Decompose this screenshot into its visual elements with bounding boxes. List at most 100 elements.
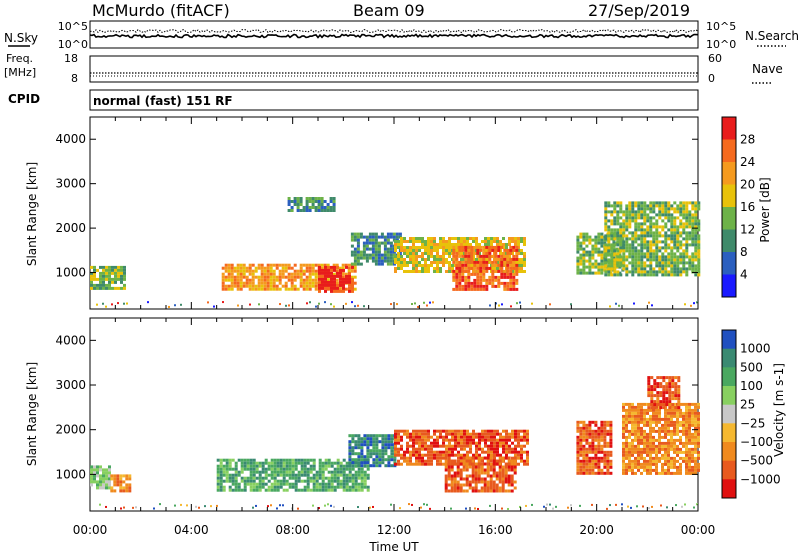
echo-cell [499,441,502,445]
echo-cell [249,488,253,492]
echo-cell [306,473,310,477]
echo-cell [594,456,598,460]
echo-cell [456,462,460,466]
echo-cell [661,417,664,421]
echo-cell [658,249,662,253]
echo-cell [665,376,669,380]
echo-cell [479,266,483,270]
echo-cell [363,479,367,483]
echo-cell [463,240,466,243]
echo-cell [467,260,471,264]
echo-cell [359,250,363,254]
echo-cell [691,201,695,205]
echo-cell [463,441,466,445]
echo-cell [261,479,265,483]
echo-cell [257,281,261,285]
echo-cell [597,238,601,242]
echo-cell [622,417,625,421]
echo-cell [248,266,252,270]
echo-cell [314,209,318,212]
freq-tick-high: 18 [64,52,78,65]
echo-cell [658,210,662,214]
echo-cell [594,438,598,442]
echo-cell [515,248,519,252]
echo-cell [616,243,620,247]
echo-cell [357,452,361,456]
echo-cell [649,204,653,208]
echo-cell [503,263,507,267]
echo-cell [348,440,352,444]
echo-cell [421,255,424,258]
echo-cell [619,234,623,238]
echo-cell [418,246,421,249]
echo-cell [464,248,468,252]
echo-cell [688,216,692,220]
echo-cell [320,266,324,270]
echo-cell [643,432,646,436]
echo-cell [585,465,589,469]
echo-cell [462,465,466,469]
echo-cell [628,432,631,436]
echo-cell [303,458,307,462]
echo-cell [460,252,463,255]
echo-cell [254,266,258,270]
echo-cell [509,251,513,255]
echo-cell [634,258,638,262]
echo-cell [448,252,451,255]
echo-cell [387,455,391,459]
echo-cell [625,213,629,217]
echo-cell [309,476,313,480]
echo-cell [613,237,617,241]
echo-cell [697,228,701,232]
echo-cell [245,275,249,279]
echo-cell [464,263,468,267]
echo-cell [628,450,631,454]
echo-cell [261,470,265,474]
echo-cell [336,464,340,468]
echo-cell [600,262,604,266]
echo-cell [366,446,370,450]
echo-cell [296,200,300,203]
echo-cell [585,235,589,239]
echo-cell [649,201,653,205]
echo-cell [339,277,342,281]
echo-cell [406,450,409,454]
echo-cell [640,264,644,268]
echo-cell [499,438,502,442]
echo-cell [658,450,661,454]
echo-cell [610,267,614,271]
echo-cell [461,245,465,249]
echo-cell [628,222,632,226]
echo-cell [646,204,650,208]
echo-cell [685,204,689,208]
echo-cell [500,275,504,279]
echo-cell [257,278,261,282]
echo-cell [457,435,460,439]
echo-cell [622,420,625,424]
echo-cell [513,480,517,484]
echo-cell [221,278,225,282]
echo-cell [456,465,460,469]
echo-cell [609,444,613,448]
echo-cell [99,283,102,287]
echo-cell [448,429,451,433]
echo-cell [348,271,351,275]
echo-cell [520,240,523,243]
echo-cell [412,240,415,243]
echo-cell [594,432,598,436]
echo-cell [305,278,309,282]
echo-cell [415,258,418,261]
echo-cell [515,287,519,291]
echo-cell [386,256,390,260]
echo-cell [303,485,307,489]
echo-cell [610,252,614,256]
echo-cell [523,435,526,439]
echo-cell [609,462,613,466]
echo-cell [697,450,700,454]
echo-cell [640,243,644,247]
echo-cell [606,459,610,463]
echo-cell [390,503,392,506]
echo-cell [694,216,698,220]
echo-cell [597,441,601,445]
